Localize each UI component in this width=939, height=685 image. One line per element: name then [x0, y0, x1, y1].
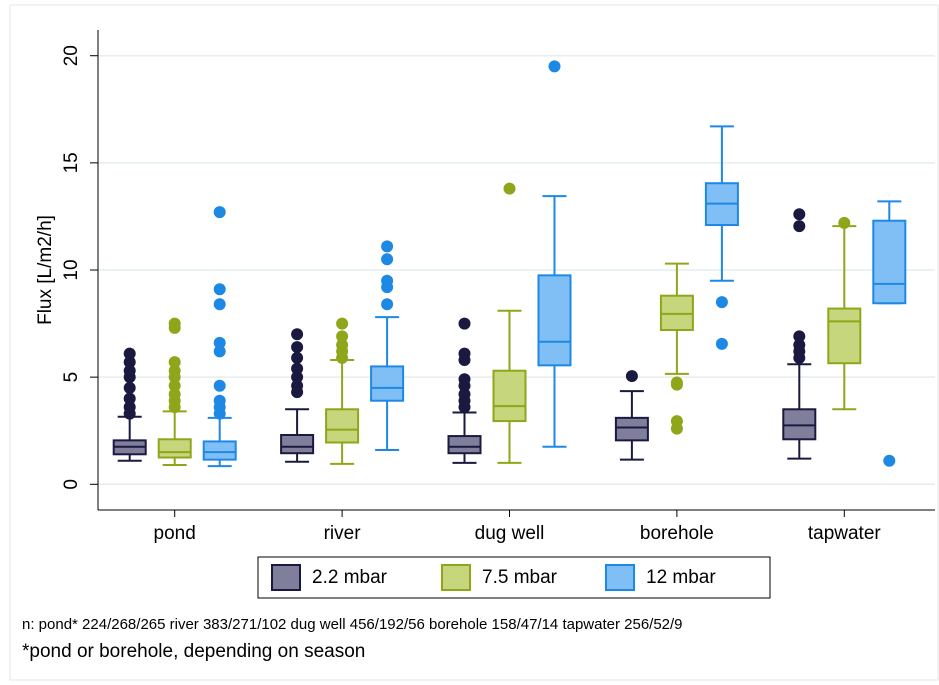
outlier: [336, 317, 349, 330]
outlier: [291, 328, 304, 341]
outlier: [168, 317, 181, 330]
box: [614, 416, 649, 442]
outlier: [793, 339, 806, 351]
box: [280, 434, 315, 455]
outlier: [291, 362, 304, 375]
outlier: [213, 206, 226, 219]
y-tick-label: 10: [61, 259, 82, 280]
outlier: [168, 364, 181, 377]
outlier: [123, 347, 136, 360]
outlier: [503, 182, 516, 195]
box: [492, 369, 527, 423]
outlier: [670, 376, 683, 389]
outlier: [715, 296, 728, 309]
box: [447, 435, 482, 455]
outlier: [793, 220, 806, 233]
note: n: pond* 224/268/265 river 383/271/102 d…: [22, 616, 683, 633]
outlier: [793, 208, 806, 221]
x-tick-label: borehole: [640, 523, 714, 544]
outlier: [381, 298, 394, 311]
box: [872, 219, 907, 305]
box: [157, 438, 192, 459]
outlier: [670, 415, 683, 428]
legend-frame: [257, 556, 771, 599]
outlier: [291, 341, 304, 354]
box: [827, 307, 862, 365]
outlier: [123, 401, 136, 414]
box: [325, 408, 360, 444]
outlier: [123, 364, 136, 377]
legend-label: 2.2 mbar: [312, 567, 388, 588]
outlier: [123, 356, 136, 369]
outlier: [123, 392, 136, 405]
legend-swatch: [605, 564, 635, 591]
x-tick-label: river: [324, 523, 362, 544]
legend-swatch: [441, 564, 471, 591]
outlier: [123, 381, 136, 394]
outlier: [715, 337, 728, 350]
x-tick-label: tapwater: [808, 523, 882, 544]
outlier: [336, 330, 349, 343]
outlier: [458, 317, 471, 330]
outlier: [213, 394, 226, 407]
outlier: [625, 370, 638, 383]
outlier: [168, 379, 181, 392]
y-tick-label: 15: [61, 152, 82, 173]
outlier: [838, 216, 851, 229]
outlier: [213, 298, 226, 311]
box: [202, 440, 237, 461]
outlier: [213, 336, 226, 349]
outlier: [213, 345, 226, 358]
legend-label: 12 mbar: [646, 567, 716, 588]
y-tick-label: 5: [61, 372, 82, 383]
outlier: [458, 347, 471, 360]
outlier: [213, 283, 226, 296]
note: *pond or borehole, depending on season: [22, 641, 365, 662]
legend-swatch: [271, 564, 301, 591]
outlier: [291, 379, 304, 392]
box: [537, 274, 572, 367]
outlier: [793, 330, 806, 343]
outlier: [548, 60, 561, 73]
outlier: [336, 339, 349, 351]
y-tick-label: 0: [61, 479, 82, 490]
outlier: [458, 388, 471, 401]
outlier: [381, 253, 394, 266]
outlier: [883, 454, 896, 467]
outlier: [381, 274, 394, 287]
outlier: [213, 379, 226, 392]
x-tick-label: dug well: [475, 523, 545, 544]
outlier: [381, 240, 394, 253]
box: [370, 365, 405, 402]
outlier: [168, 356, 181, 369]
outlier: [458, 373, 471, 386]
y-tick-label: 20: [61, 45, 82, 66]
box: [659, 294, 694, 332]
legend-label: 7.5 mbar: [482, 567, 558, 588]
outlier: [291, 351, 304, 364]
outlier: [291, 371, 304, 384]
y-axis-label: Flux [L/m2/h]: [35, 215, 56, 325]
box: [782, 408, 817, 441]
x-tick-label: pond: [154, 523, 196, 544]
outlier: [168, 388, 181, 401]
